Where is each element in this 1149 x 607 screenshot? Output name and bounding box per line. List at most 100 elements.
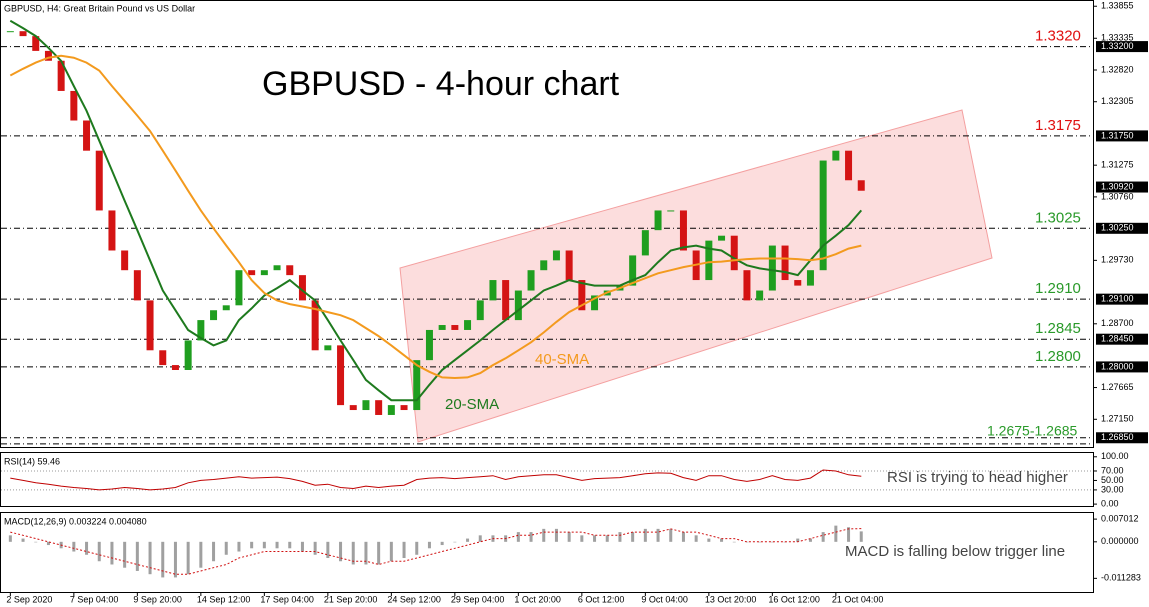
candle	[210, 310, 218, 321]
rsi-line	[10, 469, 862, 491]
price-tag	[1096, 333, 1148, 345]
candle	[591, 295, 599, 311]
candle	[641, 230, 649, 256]
candle	[705, 240, 713, 281]
y-tick-label: 100.00	[1101, 451, 1129, 461]
macd-bar	[605, 535, 609, 542]
macd-bar	[288, 541, 292, 549]
macd-bar	[758, 541, 762, 543]
candle	[464, 320, 472, 330]
candle	[502, 280, 510, 321]
candle	[857, 180, 865, 191]
rsi-panel-frame	[0, 452, 1094, 507]
candle	[121, 250, 129, 271]
y-tick-label: 1.31275	[1101, 160, 1134, 170]
candle	[781, 245, 789, 281]
x-tick-label: 29 Sep 04:00	[451, 594, 505, 604]
x-tick-label: 9 Sep 20:00	[133, 594, 182, 604]
y-tick-label: 0.00	[1101, 498, 1119, 508]
macd-bar	[123, 541, 127, 568]
candle	[438, 325, 446, 330]
candle	[159, 350, 167, 366]
macd-bar	[161, 541, 165, 578]
signal-line	[10, 528, 862, 575]
level-label: 1.3175	[1035, 117, 1081, 134]
level-label: 1.2800	[1035, 348, 1081, 365]
candle	[832, 150, 840, 161]
macd-bar	[745, 541, 749, 543]
candle	[260, 270, 268, 276]
macd-bar	[834, 525, 838, 542]
candle	[476, 300, 484, 321]
candle	[298, 275, 306, 301]
macd-bar	[212, 541, 216, 562]
price-tag	[1096, 293, 1148, 305]
candle	[578, 280, 586, 311]
candle	[44, 50, 52, 61]
candle	[654, 210, 662, 231]
macd-bar	[580, 535, 584, 542]
macd-bar	[173, 541, 177, 578]
macd-bar	[72, 541, 76, 552]
price-tag-label: 1.29100	[1101, 294, 1134, 304]
macd-bar	[669, 528, 673, 542]
macd-bar	[478, 535, 482, 542]
macd-bar	[427, 541, 431, 549]
y-tick-label: 1.33855	[1101, 1, 1134, 11]
candle	[311, 300, 319, 351]
macd-bar	[389, 541, 393, 562]
x-tick-label: 17 Sep 04:00	[260, 594, 314, 604]
macd-bar	[732, 541, 736, 543]
candle	[146, 300, 154, 351]
macd-bar	[135, 541, 139, 571]
macd-bar	[262, 541, 266, 549]
macd-bar	[377, 541, 381, 565]
price-tag	[1096, 130, 1148, 142]
candle	[527, 270, 535, 291]
macd-bar	[415, 541, 419, 555]
y-tick-label: 1.33335	[1101, 33, 1134, 43]
macd-bar	[821, 532, 825, 542]
macd-bar	[313, 541, 317, 555]
level-label: 1.2845	[1035, 320, 1081, 337]
macd-bar	[466, 538, 470, 542]
candle	[286, 265, 294, 276]
candle	[756, 290, 764, 301]
macd-bar	[326, 541, 330, 559]
y-tick-label: 1.32820	[1101, 64, 1134, 74]
candle	[362, 400, 370, 411]
price-tag-label: 1.31750	[1101, 130, 1134, 140]
y-tick-label: 30.00	[1101, 484, 1124, 494]
x-tick-label: 7 Sep 04:00	[70, 594, 119, 604]
candle	[400, 405, 408, 411]
macd-bar	[224, 541, 228, 555]
x-tick-label: 13 Oct 20:00	[705, 594, 757, 604]
level-label: 1.3025	[1035, 209, 1081, 226]
sma40-label: 40-SMA	[535, 351, 589, 368]
macd-bar	[440, 541, 444, 546]
macd-bar	[339, 541, 343, 562]
price-tag-label: 1.33200	[1101, 41, 1134, 51]
rsi-annotation: RSI is trying to head higher	[887, 469, 1068, 486]
range-label: 1.2675-1.2685	[987, 422, 1078, 438]
macd-bar	[148, 541, 152, 575]
macd-bar	[554, 528, 558, 542]
chart-subtitle: GBPUSD, H4: Great Britain Pound vs US Do…	[4, 3, 195, 13]
candle	[540, 260, 548, 271]
price-tag	[1096, 361, 1148, 373]
level-label: 1.3320	[1035, 28, 1081, 45]
y-tick-label: 1.30760	[1101, 191, 1134, 201]
rsi-title: RSI(14) 59.46	[4, 456, 60, 466]
price-tag-label: 1.30920	[1101, 181, 1134, 191]
candle	[171, 365, 179, 370]
price-tag-label: 1.26850	[1101, 432, 1134, 442]
sma20-label: 20-SMA	[445, 396, 499, 413]
candle	[349, 405, 357, 411]
candle	[235, 270, 243, 306]
candle	[629, 255, 637, 286]
price-tag	[1096, 41, 1148, 53]
candle	[337, 345, 345, 406]
candle	[387, 405, 395, 415]
x-tick-label: 24 Sep 12:00	[387, 594, 441, 604]
